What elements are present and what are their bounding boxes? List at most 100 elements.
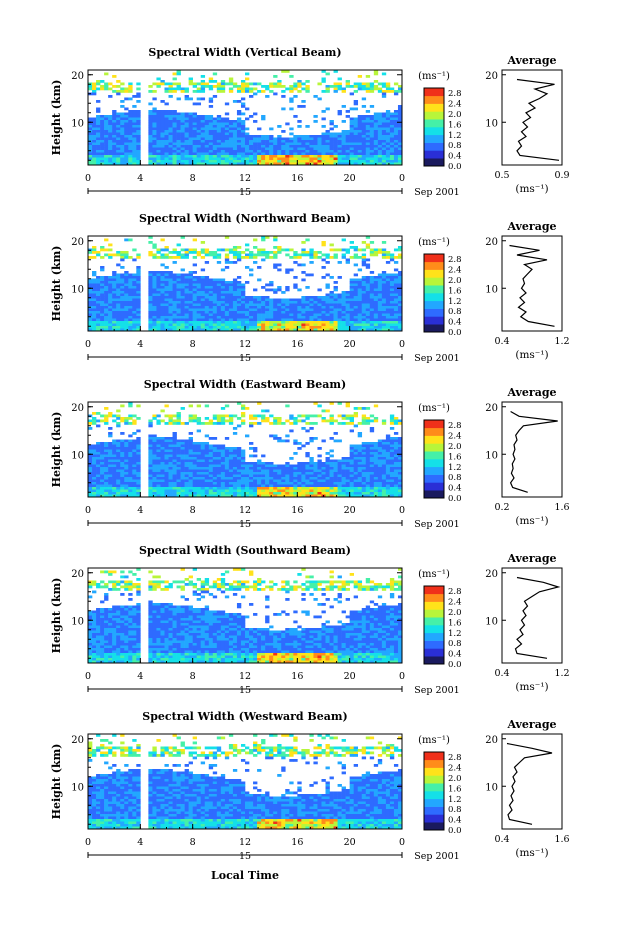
heatmap-cell xyxy=(96,132,101,136)
heatmap-cell xyxy=(128,122,133,126)
heatmap-cell xyxy=(257,142,262,146)
heatmap-cell xyxy=(116,263,121,267)
heatmap-cell xyxy=(297,140,302,143)
heatmap-cell xyxy=(249,311,254,314)
heatmap-cell xyxy=(341,316,346,319)
heatmap-cell xyxy=(204,449,210,453)
heatmap-cell xyxy=(329,313,334,317)
heatmap-cell xyxy=(220,150,226,153)
heatmap-cell xyxy=(357,135,363,138)
heatmap-cell xyxy=(245,117,250,121)
heatmap-cell xyxy=(216,261,222,264)
heatmap-cell xyxy=(192,464,197,468)
heatmap-cell xyxy=(253,323,258,327)
heatmap-cell xyxy=(337,318,342,322)
heatmap-cell xyxy=(168,439,173,443)
heatmap-cell xyxy=(361,442,367,445)
heatmap-cell xyxy=(236,306,242,309)
heatmap-cell xyxy=(289,474,294,478)
heatmap-cell xyxy=(124,479,129,483)
heatmap-cell xyxy=(325,409,330,413)
heatmap-cell xyxy=(240,454,246,458)
heatmap-cell xyxy=(261,301,266,304)
heatmap-cell xyxy=(124,457,129,460)
heatmap-cell xyxy=(136,122,141,126)
heatmap-cell xyxy=(369,140,375,143)
heatmap-cell xyxy=(176,469,181,473)
heatmap-cell xyxy=(124,150,129,153)
heatmap-cell xyxy=(357,422,363,425)
heatmap-cell xyxy=(389,422,395,425)
heatmap-cell xyxy=(385,127,391,131)
heatmap-cell xyxy=(321,135,326,138)
heatmap-cell xyxy=(204,120,210,123)
heatmap-cell xyxy=(353,117,359,121)
heatmap-cell xyxy=(397,464,403,468)
heatmap-cell xyxy=(188,273,193,277)
heatmap-cell xyxy=(176,155,181,158)
heatmap-cell xyxy=(208,462,214,465)
heatmap-cell xyxy=(152,256,157,259)
heatmap-cell xyxy=(152,444,157,448)
heatmap-cell xyxy=(224,147,230,151)
heatmap-cell xyxy=(116,278,121,282)
heatmap-cell xyxy=(220,142,226,146)
heatmap-cell xyxy=(176,311,181,314)
heatmap-cell xyxy=(184,472,189,475)
heatmap-cell xyxy=(132,286,137,289)
heatmap-cell xyxy=(293,439,298,443)
heatmap-cell xyxy=(341,474,346,478)
heatmap-cell xyxy=(196,326,202,329)
colorbar-frame xyxy=(423,87,445,167)
heatmap-cell xyxy=(208,437,214,440)
heatmap-cell xyxy=(136,296,141,299)
heatmap-cell xyxy=(385,155,391,158)
heatmap-cell xyxy=(172,432,177,435)
heatmap-cell xyxy=(361,318,367,322)
heatmap-cell xyxy=(240,404,246,408)
heatmap-cell xyxy=(249,469,254,473)
heatmap-cell xyxy=(120,308,125,312)
heatmap-cell xyxy=(277,479,282,483)
heatmap-cell xyxy=(188,278,193,282)
heatmap-cell xyxy=(289,457,294,460)
heatmap-cell xyxy=(160,80,165,83)
heatmap-cell xyxy=(265,409,270,413)
heatmap-cell xyxy=(293,477,298,480)
heatmap-cell xyxy=(236,462,242,465)
heatmap-cell xyxy=(120,417,125,420)
heatmap-cell xyxy=(124,87,129,91)
heatmap-cell xyxy=(188,313,193,317)
heatmap-cell xyxy=(261,142,266,146)
heatmap-cell xyxy=(176,115,181,118)
heatmap-cell xyxy=(104,449,109,453)
heatmap-cell xyxy=(200,122,206,126)
heatmap-cell xyxy=(345,261,350,264)
heatmap-cell xyxy=(365,321,371,324)
heatmap-cell xyxy=(301,296,306,299)
heatmap-cell xyxy=(96,288,101,292)
heatmap-cell xyxy=(172,276,177,279)
heatmap-cell xyxy=(164,122,169,126)
heatmap-cell xyxy=(285,306,290,309)
heatmap-cell xyxy=(156,469,161,473)
heatmap-cell xyxy=(357,447,363,450)
heatmap-cell xyxy=(108,87,113,91)
heatmap-cell xyxy=(389,125,395,128)
heatmap-cell xyxy=(136,110,141,113)
heatmap-cell xyxy=(200,449,206,453)
heatmap-cell xyxy=(192,306,197,309)
heatmap-cell xyxy=(124,160,129,163)
heatmap-cell xyxy=(208,278,214,282)
heatmap-cell xyxy=(136,439,141,443)
heatmap-cell xyxy=(92,291,97,294)
heatmap-cell xyxy=(337,261,342,264)
heatmap-cell xyxy=(365,276,371,279)
heatmap-cell xyxy=(228,313,234,317)
heatmap-cell xyxy=(88,160,93,163)
heatmap-cell xyxy=(204,125,210,128)
heatmap-cell xyxy=(240,472,246,475)
heatmap-cell xyxy=(377,303,383,307)
heatmap-cell xyxy=(377,82,383,86)
heatmap-cell xyxy=(228,422,234,425)
